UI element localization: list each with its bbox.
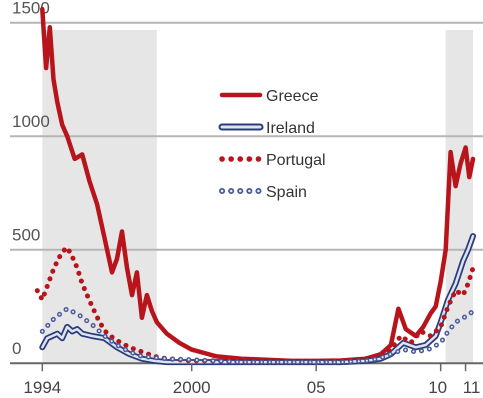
- legend: Greece Ireland Portugal Spain: [218, 88, 326, 201]
- shaded-period-0: [42, 30, 157, 364]
- legend-item-spain: Spain: [219, 184, 307, 201]
- x-tick-label-11: 11: [463, 378, 481, 397]
- series-portugal-line: [34, 243, 476, 365]
- legend-item-greece: Greece: [219, 88, 319, 105]
- series-lines: [34, 6, 476, 366]
- legend-label-ireland: Ireland: [266, 120, 315, 137]
- legend-label-greece: Greece: [266, 88, 319, 105]
- series-spain-outline: [39, 305, 476, 365]
- legend-label-portugal: Portugal: [266, 152, 326, 169]
- series-greece-line: [40, 6, 476, 364]
- x-tick-label-10: 10: [428, 378, 447, 397]
- y-tick-label-1000: 1000: [12, 112, 50, 131]
- y-tick-label-500: 500: [12, 226, 40, 245]
- x-tick-label-2000: 2000: [173, 378, 211, 397]
- x-tick-label-1994: 1994: [23, 378, 61, 397]
- legend-label-spain: Spain: [266, 184, 307, 201]
- x-tick-label-05: 05: [307, 378, 326, 397]
- legend-item-ireland: Ireland: [218, 120, 315, 137]
- y-tick-label-0: 0: [12, 339, 21, 358]
- x-axis: 1994 2000 05 10 11: [23, 363, 480, 397]
- shaded-periods: [42, 30, 474, 364]
- legend-item-portugal: Portugal: [219, 152, 326, 169]
